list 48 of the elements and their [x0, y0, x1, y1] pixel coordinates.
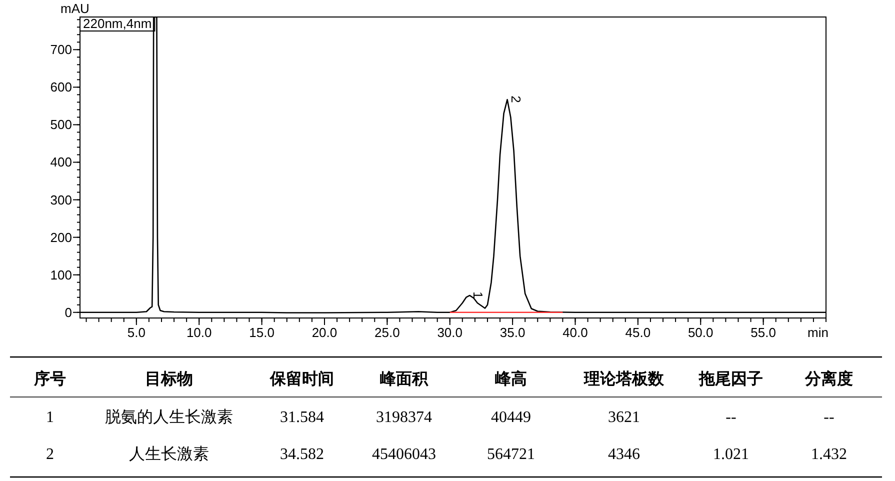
text: 34.582	[280, 446, 324, 463]
category-label: 保留时间	[269, 370, 334, 388]
x-tick-label: 30.0	[437, 325, 463, 340]
text: --	[726, 409, 736, 426]
text: 4346	[608, 446, 640, 463]
x-axis-title: min	[808, 325, 828, 340]
y-tick-label: 0	[64, 304, 72, 320]
x-tick-label: 20.0	[312, 325, 338, 340]
text: 脱氨的人生长激素	[105, 408, 233, 426]
y-tick-label: 300	[50, 192, 72, 208]
text: 31.584	[280, 409, 324, 426]
text: 564721	[487, 446, 535, 463]
annotation: 2	[508, 96, 524, 103]
x-tick-label: 40.0	[562, 325, 588, 340]
annotation: 1	[470, 291, 486, 299]
x-tick-label: 50.0	[688, 325, 714, 340]
text: 1	[46, 409, 54, 426]
category-label: 理论塔板数	[583, 370, 665, 388]
text: 人生长激素	[129, 445, 209, 463]
x-tick-label: 55.0	[750, 325, 776, 340]
text: 40449	[491, 409, 531, 426]
category-label: 峰高	[495, 369, 527, 388]
x-tick-label: 10.0	[186, 325, 212, 340]
text: 45406043	[372, 446, 436, 463]
y-tick-label: 200	[50, 230, 72, 245]
x-tick-label: 35.0	[500, 325, 526, 340]
y-tick-label: 500	[50, 117, 72, 132]
category-label: 分离度	[804, 369, 853, 388]
x-tick-label: 15.0	[249, 325, 274, 340]
y-axis-title: mAU	[60, 1, 90, 16]
category-label: 峰面积	[380, 370, 429, 388]
category-label: 序号	[33, 369, 66, 388]
category-label: 目标物	[145, 370, 193, 388]
text: 3621	[608, 409, 640, 426]
category-label: 拖尾因子	[698, 370, 763, 388]
y-tick-label: 100	[50, 267, 72, 282]
text: 2	[46, 446, 54, 463]
y-tick-label: 700	[50, 42, 72, 58]
y-tick-label: 400	[50, 154, 72, 170]
x-tick-label: 5.0	[127, 325, 146, 340]
text: 1.021	[713, 446, 749, 463]
x-tick-label: 25.0	[374, 325, 400, 340]
text: --	[824, 409, 834, 426]
annotation: 220nm,4nm	[83, 16, 152, 31]
text: 1.432	[811, 446, 847, 463]
x-tick-label: 45.0	[625, 325, 651, 340]
y-tick-label: 600	[50, 80, 72, 95]
text: 3198374	[376, 409, 432, 426]
